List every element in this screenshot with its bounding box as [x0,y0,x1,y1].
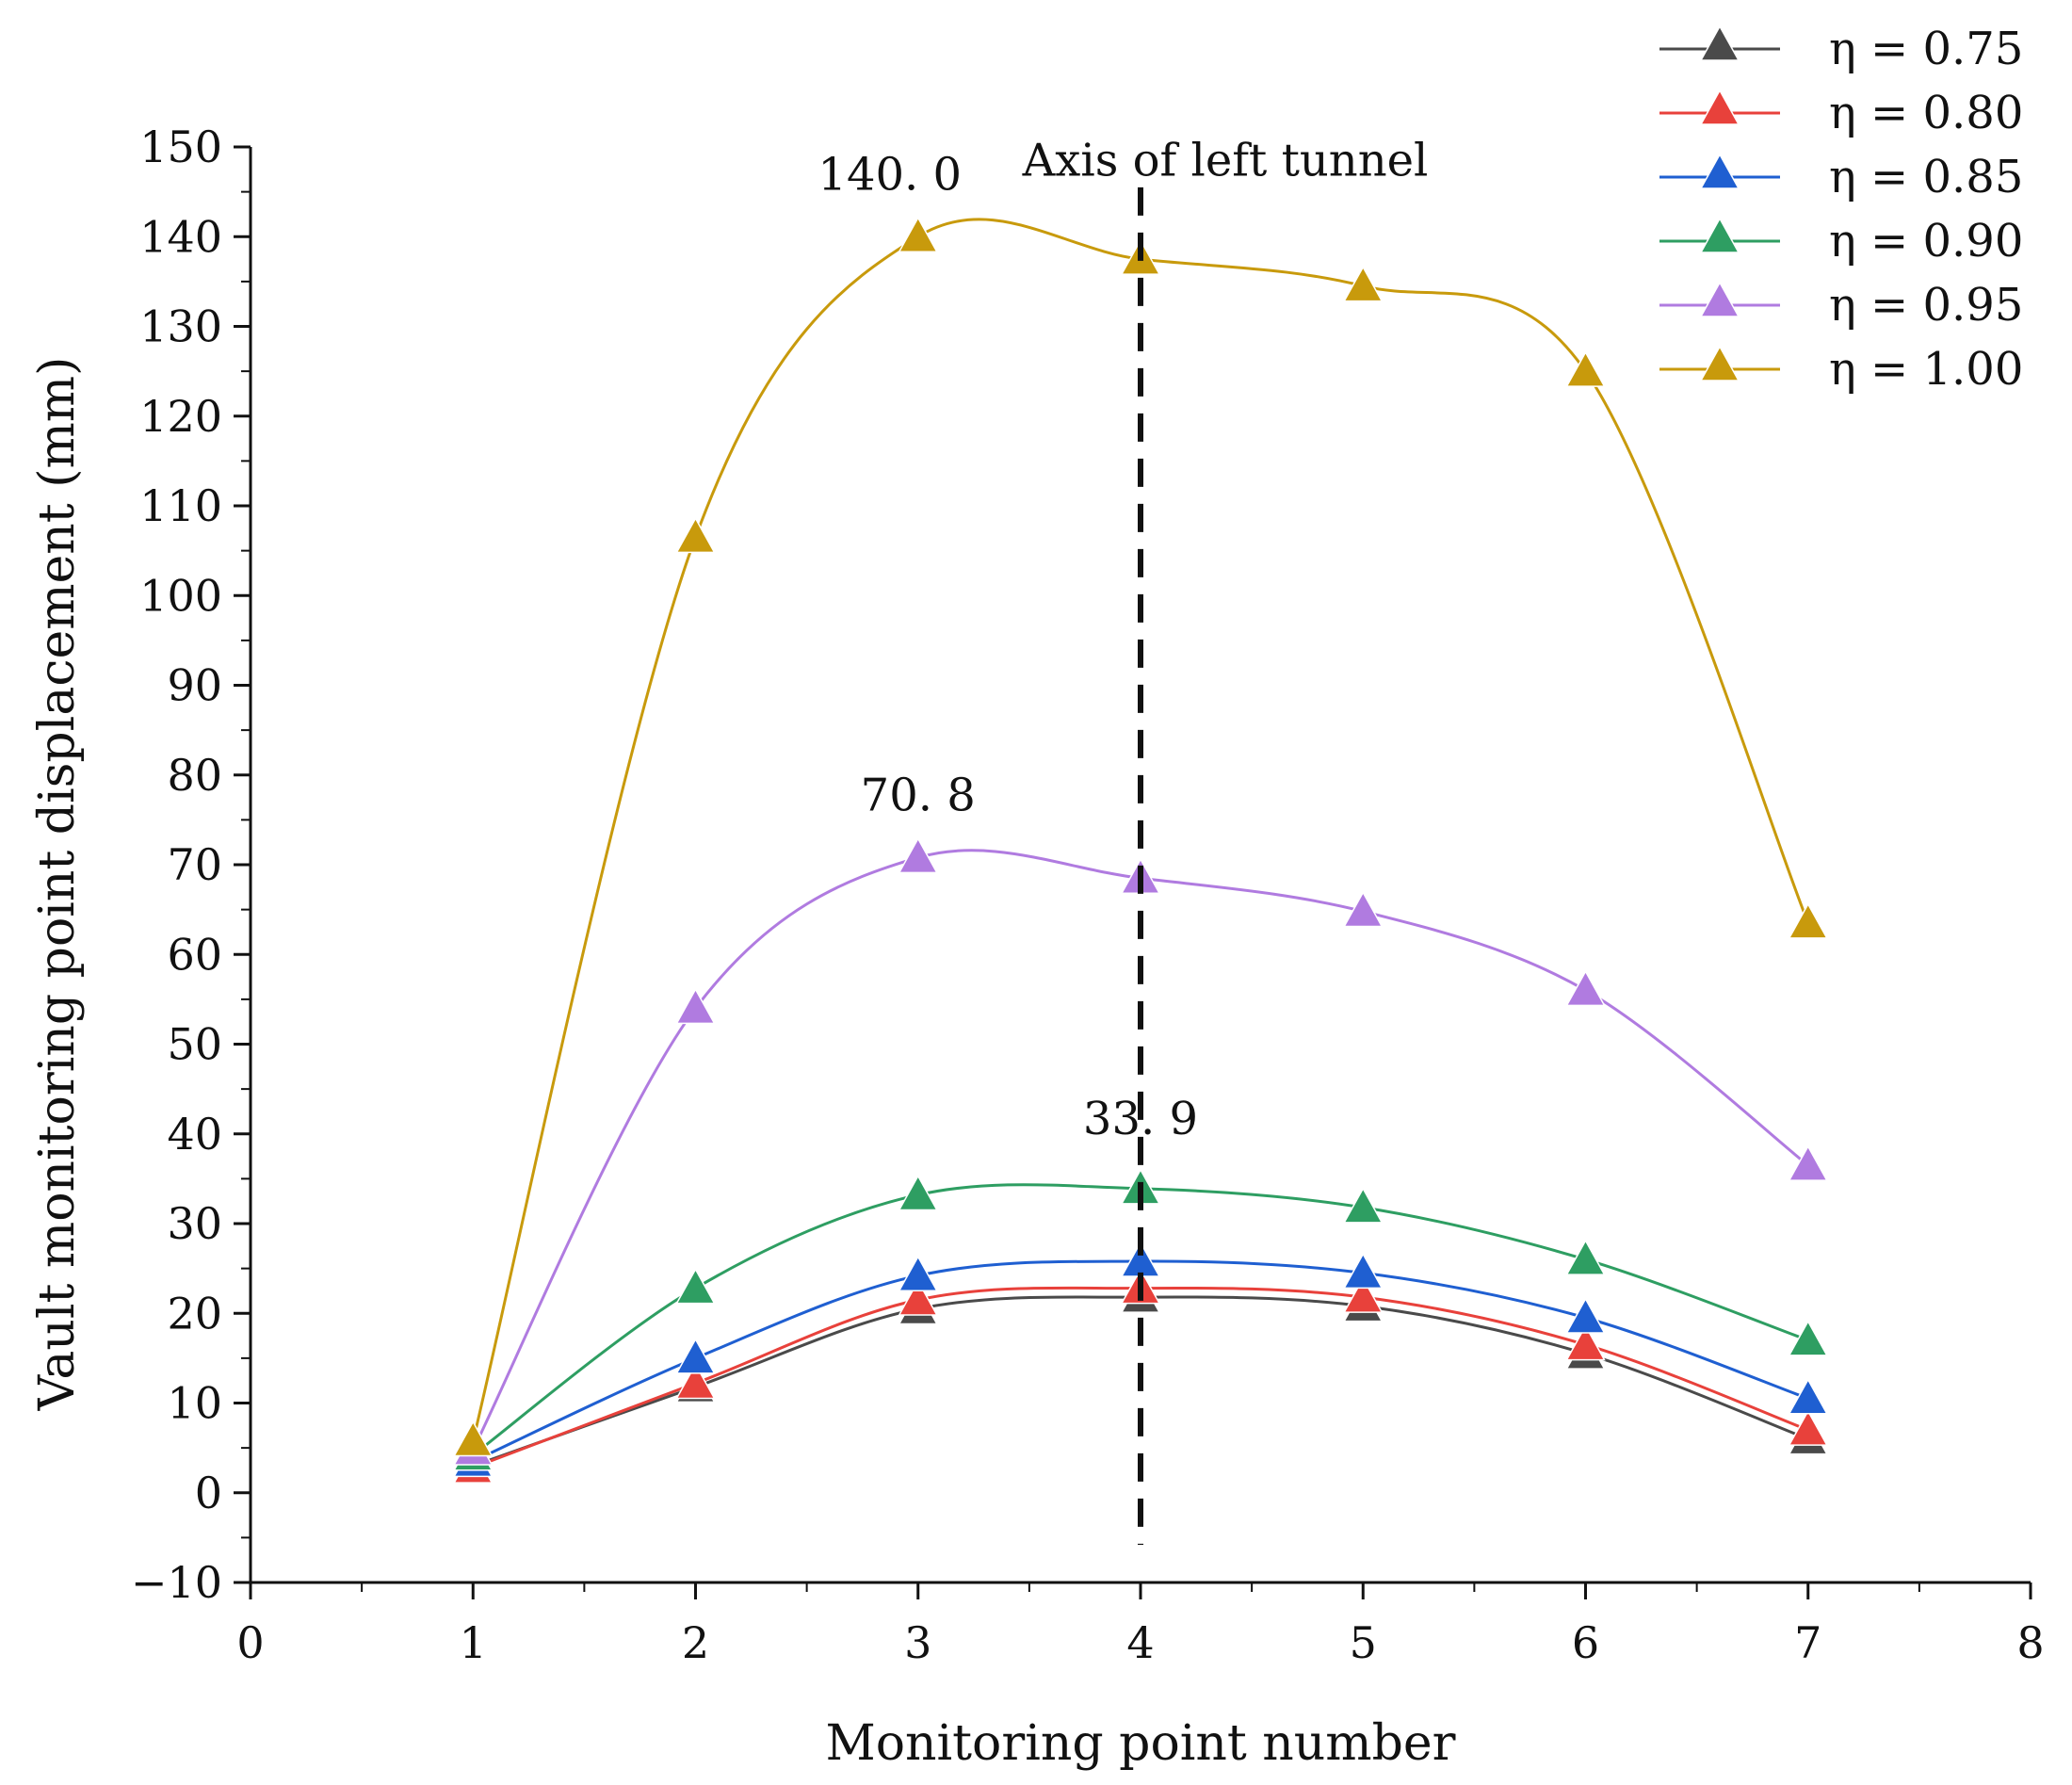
data-point [1565,1324,1606,1361]
data-point [898,1174,939,1211]
value-annotation: 33. 9 [1083,1093,1198,1145]
legend-item: η = 0.95 [1659,279,2023,332]
legend-label: η = 0.75 [1829,23,2023,75]
data-point [898,216,939,252]
y-tick-label: 120 [139,391,222,442]
data-point [1342,266,1384,302]
x-tick-label: 4 [1126,1617,1154,1668]
legend-marker [1699,153,1740,189]
legend-label: η = 0.85 [1829,151,2023,203]
legend-marker [1699,345,1740,381]
series-5 [452,216,1829,1457]
data-point [1342,1252,1384,1290]
legend-item: η = 0.80 [1659,87,2023,139]
data-point [1342,1187,1384,1224]
y-tick-label: 110 [139,480,222,531]
x-tick-label: 5 [1350,1617,1377,1668]
y-tick-label: 140 [139,211,222,262]
legend-item: η = 0.90 [1659,215,2023,268]
legend-item: η = 0.75 [1659,23,2023,75]
y-tick-label: 70 [167,839,222,890]
y-tick-label: 40 [167,1109,222,1160]
x-tick-label: 0 [236,1617,264,1668]
series-layer [452,216,1829,1484]
x-tick-label: 6 [1572,1617,1599,1668]
data-point [1788,1144,1829,1181]
legend-marker [1699,281,1740,317]
x-tick-label: 3 [904,1617,931,1668]
axes: Monitoring point number Vault monitoring… [29,122,2045,1772]
x-tick-label: 1 [460,1617,487,1668]
y-tick-label: 90 [167,660,222,711]
value-annotation: 140. 0 [817,148,962,201]
legend-label: η = 0.95 [1829,279,2023,332]
legend-marker [1699,217,1740,253]
legend-label: η = 1.00 [1829,343,2023,396]
data-point [675,1268,716,1305]
series-2 [452,1241,1829,1478]
legend-item: η = 1.00 [1659,343,2023,396]
data-point [1788,1378,1829,1415]
x-tick-label: 7 [1794,1617,1821,1668]
data-point [898,836,939,874]
data-point [1565,1297,1606,1334]
data-point [675,987,716,1025]
data-point [1788,902,1829,939]
data-point [675,1338,716,1374]
data-point [1565,969,1606,1007]
data-point [452,1420,494,1457]
y-axis-title: Vault monitoring point displacement (mm) [29,357,86,1412]
y-tick-label: 10 [167,1378,222,1429]
data-point [1565,1239,1606,1275]
data-point [1342,1276,1384,1313]
y-tick-label: 150 [139,122,222,172]
y-tick-label: 20 [167,1288,222,1339]
legend-label: η = 0.80 [1829,87,2023,139]
x-axis-title: Monitoring point number [825,1715,1455,1772]
series-line [471,218,1810,1441]
y-tick-label: 130 [139,301,222,352]
data-point [1788,1409,1829,1446]
data-point [1565,350,1606,387]
y-tick-label: 30 [167,1198,222,1249]
legend-marker [1699,89,1740,125]
data-point [675,516,716,554]
legend-item: η = 0.85 [1659,151,2023,203]
y-tick-label: 0 [195,1468,222,1518]
x-tick-label: 2 [682,1617,709,1668]
x-tick-label: 8 [2016,1617,2044,1668]
y-tick-label: 80 [167,750,222,801]
legend: η = 0.75 η = 0.80 η = 0.85 η = 0.90 η = 0.95… [1659,23,2023,396]
data-point [1342,890,1384,928]
legend-marker [1699,24,1740,61]
y-tick-label: 100 [139,570,222,621]
legend-label: η = 0.90 [1829,215,2023,268]
data-point [898,1255,939,1291]
data-point [898,1279,939,1316]
tunnel-axis-label: Axis of left tunnel [1022,134,1429,187]
value-annotation: 70. 8 [861,769,976,821]
y-tick-label: −10 [131,1557,222,1608]
y-tick-label: 50 [167,1019,222,1070]
y-tick-label: 60 [167,929,222,980]
data-point [675,1363,716,1400]
annotation-layer: Axis of left tunnel 140. 0 70. 8 33. 9 [817,134,1428,1545]
data-point [1788,1320,1829,1356]
